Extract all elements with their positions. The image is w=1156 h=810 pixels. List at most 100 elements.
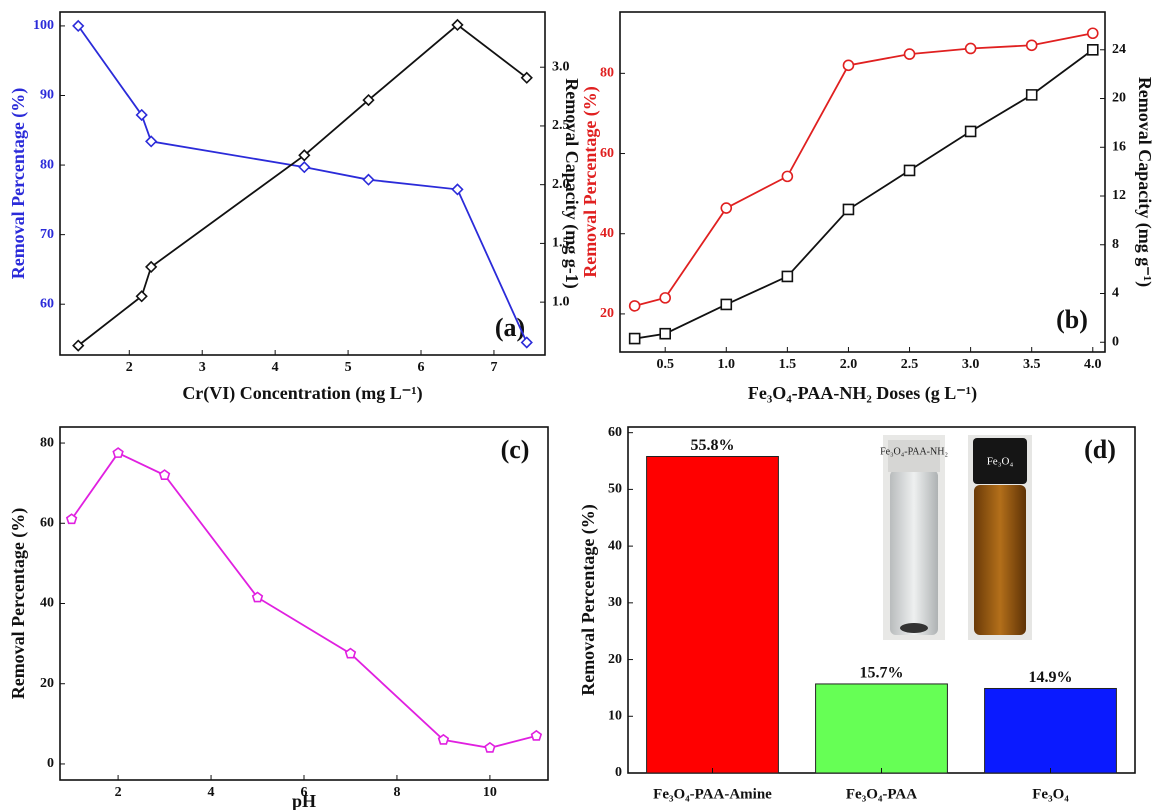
x-tick-label: 2: [115, 785, 122, 800]
data-line: [634, 49, 1094, 340]
x-tick-label: Fe₃O₄: [1032, 786, 1069, 802]
x-axis-label: Cr(VI) Concentration (mg L⁻¹): [182, 383, 422, 404]
vial-photo: Fe₃O₄-PAA-NH₂: [880, 435, 948, 640]
plot-frame: [59, 426, 549, 781]
marker: [659, 327, 672, 340]
x-tick-label: 2: [126, 360, 133, 375]
x-tick-label: 10: [483, 785, 497, 800]
marker: [484, 741, 496, 753]
marker: [520, 71, 533, 84]
marker: [720, 202, 733, 214]
marker: [344, 647, 357, 659]
marker: [659, 292, 672, 304]
marker: [530, 729, 543, 741]
y-axis-label: Removal Percentage (%): [8, 88, 29, 280]
plot-frame: [619, 11, 1106, 353]
y-axis-label: Removal Percentage (%): [580, 86, 601, 278]
x-tick-label: 4: [208, 785, 215, 800]
y2-tick-label: 12: [1112, 188, 1126, 203]
y-tick-label: 90: [40, 88, 54, 103]
x-tick-label: Fe₃O₄-PAA: [846, 786, 917, 802]
y-tick-label: 20: [40, 676, 54, 691]
x-tick-label: 4: [272, 360, 279, 375]
y2-tick-label: 24: [1112, 42, 1126, 57]
marker: [72, 339, 85, 352]
y-tick-label: 60: [40, 296, 54, 311]
x-tick-label: 1.5: [779, 357, 797, 372]
marker: [72, 19, 85, 33]
value-label: 15.7%: [860, 665, 904, 682]
marker: [842, 59, 855, 72]
y2-axis-label: Removal Capacity (mg g⁻¹): [1134, 77, 1155, 287]
marker: [903, 48, 916, 60]
y2-tick-label: 1.0: [552, 294, 570, 309]
y-tick-label: 0: [615, 765, 622, 780]
y-tick-label: 40: [600, 226, 614, 241]
inset-label: Fe₃O₄: [987, 456, 1014, 468]
marker: [298, 149, 311, 162]
x-tick-label: 6: [301, 785, 308, 800]
marker: [65, 513, 78, 525]
x-tick-label: 3.0: [962, 357, 980, 372]
vial-photo: Fe₃O₄: [968, 435, 1032, 640]
y-tick-label: 10: [608, 708, 622, 723]
marker: [1025, 89, 1038, 101]
data-line: [70, 451, 537, 749]
y-tick-label: 80: [40, 157, 54, 172]
y-tick-label: 40: [40, 596, 54, 611]
marker: [842, 203, 855, 216]
y-tick-label: 0: [47, 756, 54, 771]
value-label: 14.9%: [1029, 669, 1073, 686]
marker: [362, 173, 375, 186]
marker: [451, 18, 464, 32]
marker: [158, 469, 171, 480]
y-axis-label: Removal Percentage (%): [8, 508, 29, 700]
value-label: 55.8%: [691, 437, 735, 454]
marker: [112, 447, 124, 458]
marker: [1086, 27, 1099, 40]
y2-tick-label: 0: [1112, 334, 1119, 349]
x-axis-label: pH: [292, 791, 316, 810]
x-tick-label: 2.5: [901, 357, 919, 372]
panel-label: (c): [501, 435, 530, 464]
y-tick-label: 100: [33, 18, 54, 33]
y-tick-label: 80: [40, 435, 54, 450]
marker: [1025, 39, 1038, 52]
y-tick-label: 80: [600, 66, 614, 81]
marker: [145, 260, 158, 274]
marker: [251, 591, 264, 603]
inset-label: Fe₃O₄-PAA-NH₂: [880, 446, 948, 457]
y-tick-label: 50: [608, 482, 622, 497]
x-tick-label: 0.5: [656, 357, 674, 372]
y-tick-label: 40: [608, 538, 622, 553]
x-tick-label: Fe₃O₄-PAA-Amine: [653, 786, 772, 802]
y-tick-label: 70: [40, 227, 54, 242]
marker: [781, 170, 794, 183]
panel-label: (d): [1084, 435, 1116, 464]
marker: [145, 135, 158, 148]
bar: [984, 687, 1117, 774]
marker: [964, 42, 977, 55]
marker: [437, 733, 450, 745]
marker: [964, 125, 977, 138]
marker: [451, 183, 464, 196]
panel-label: (b): [1056, 305, 1088, 334]
marker: [781, 270, 794, 283]
marker: [903, 164, 916, 177]
plot-frame: [59, 11, 546, 356]
y-tick-label: 60: [608, 425, 622, 440]
x-tick-label: 4.0: [1084, 357, 1102, 372]
x-tick-label: 1.0: [718, 357, 736, 372]
y-axis-label: Removal Percentage (%): [578, 504, 599, 696]
marker: [628, 300, 641, 312]
x-tick-label: 3: [199, 360, 206, 375]
y-tick-label: 20: [600, 306, 614, 321]
y2-axis-label: Removal Capacity (mg g-1): [561, 78, 582, 288]
bar: [815, 683, 948, 774]
x-tick-label: 2.0: [840, 357, 858, 372]
x-tick-label: 8: [393, 785, 400, 800]
y-tick-label: 30: [608, 595, 622, 610]
marker: [362, 93, 375, 107]
y2-tick-label: 8: [1112, 237, 1119, 252]
y2-tick-label: 20: [1112, 91, 1126, 106]
